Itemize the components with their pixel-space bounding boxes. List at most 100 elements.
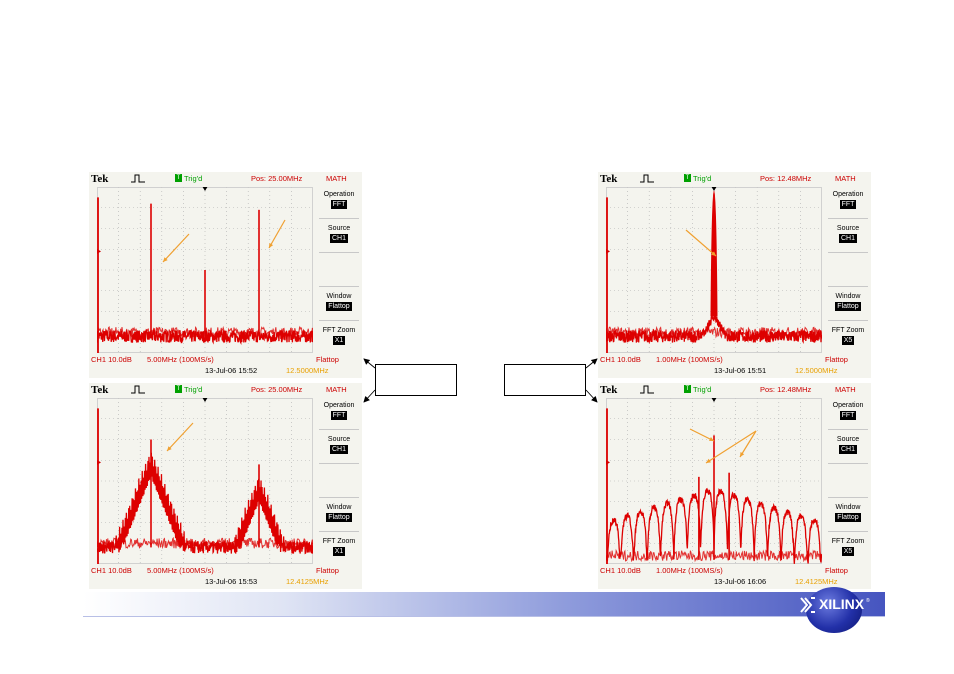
- menu-separator: [828, 320, 868, 321]
- menu-item[interactable]: Operation FFT: [825, 190, 871, 209]
- trigger-marker-icon: [202, 398, 208, 402]
- trigger-marker-icon: [711, 187, 717, 191]
- frequency-readout: 12.5000MHz: [286, 366, 329, 375]
- menu-separator: [828, 218, 868, 219]
- annotation-arrowhead: [740, 452, 745, 457]
- menu-item-value: Flattop: [326, 302, 352, 311]
- menu-separator: [319, 320, 359, 321]
- menu-item[interactable]: Window Flattop: [825, 503, 871, 522]
- scope-screen: Tek T Trig'd Pos: 12.48MHz MATH Operation FFT S…: [598, 383, 871, 589]
- brand-label: Tek: [91, 384, 109, 396]
- side-menu: Operation FFT Source CH1 Window Flattop FFT Zo…: [825, 186, 871, 354]
- menu-item[interactable]: Operation FFT: [825, 401, 871, 420]
- spectrum-plot: [606, 398, 822, 564]
- trigger-status: Trig'd: [184, 174, 203, 183]
- menu-item[interactable]: Source CH1: [825, 224, 871, 243]
- menu-item-label: Operation: [832, 191, 864, 198]
- position-readout: Pos: 12.48MHz: [760, 385, 812, 394]
- spectrum-plot: [606, 187, 822, 353]
- spectrum-trace-persist: [97, 536, 313, 550]
- trigger-icon: T: [175, 385, 182, 393]
- menu-item-value: Flattop: [326, 513, 352, 522]
- menu-item-label: Source: [327, 436, 351, 443]
- position-readout: Pos: 25.00MHz: [251, 385, 303, 394]
- spectrum-plot: [97, 398, 313, 564]
- menu-item[interactable]: FFT Zoom X1: [316, 537, 362, 556]
- mode-label: MATH: [835, 174, 856, 183]
- menu-item[interactable]: Operation FFT: [316, 190, 362, 209]
- menu-separator: [319, 531, 359, 532]
- menu-item[interactable]: Operation FFT: [316, 401, 362, 420]
- menu-item[interactable]: FFT Zoom X5: [825, 537, 871, 556]
- menu-item-label: FFT Zoom: [322, 327, 356, 334]
- menu-separator: [319, 429, 359, 430]
- menu-item-label: FFT Zoom: [831, 327, 865, 334]
- annotation-arrow: [705, 430, 757, 464]
- menu-item-value: Flattop: [835, 302, 861, 311]
- pulse-icon: [640, 385, 654, 394]
- date-stamp: 13-Jul-06 16:06: [714, 577, 767, 586]
- trigger-status: Trig'd: [693, 385, 712, 394]
- menu-item[interactable]: Window Flattop: [316, 292, 362, 311]
- menu-separator: [828, 286, 868, 287]
- menu-item-value: CH1: [838, 234, 857, 243]
- date-stamp: 13-Jul-06 15:51: [714, 366, 767, 375]
- menu-item[interactable]: Window Flattop: [316, 503, 362, 522]
- trigger-icon: T: [684, 385, 691, 393]
- menu-item-value: FFT: [839, 411, 857, 420]
- annotation-arrow: [685, 229, 717, 257]
- menu-item-label: Window: [326, 293, 352, 300]
- scope-screen: Tek T Trig'd Pos: 25.00MHz MATH Operation FFT S…: [89, 172, 362, 378]
- trigger-icon: T: [175, 174, 182, 182]
- spectrum-plot: [97, 187, 313, 353]
- connector-box-left: [375, 364, 457, 396]
- menu-separator: [828, 497, 868, 498]
- connector-box-right: [504, 364, 586, 396]
- trigger-marker-icon: [711, 398, 717, 402]
- annotation-arrowhead: [163, 257, 168, 262]
- trigger-marker-icon: [202, 187, 208, 191]
- menu-item[interactable]: FFT Zoom X5: [825, 326, 871, 345]
- graticule: [97, 398, 313, 564]
- connector-arrow: [585, 389, 598, 403]
- channel-scale: CH1 10.0dB: [91, 355, 132, 364]
- menu-item-label: Operation: [323, 191, 355, 198]
- connector-arrow: [585, 358, 598, 369]
- menu-item-value: FFT: [330, 200, 348, 209]
- brand-label: Tek: [600, 173, 618, 185]
- pulse-icon: [131, 174, 145, 183]
- menu-item[interactable]: Source CH1: [316, 224, 362, 243]
- annotation-arrowhead: [269, 243, 274, 248]
- mode-label: MATH: [326, 385, 347, 394]
- annotation-arrow: [268, 219, 286, 249]
- menu-item-value: Flattop: [835, 513, 861, 522]
- menu-separator: [319, 252, 359, 253]
- menu-item-value: X1: [332, 336, 346, 345]
- menu-item-value: CH1: [329, 234, 348, 243]
- menu-separator: [828, 429, 868, 430]
- menu-item-label: FFT Zoom: [322, 538, 356, 545]
- menu-item-label: Operation: [832, 402, 864, 409]
- xilinx-x-icon: [800, 597, 815, 613]
- trigger-icon: T: [684, 174, 691, 182]
- menu-item[interactable]: Window Flattop: [825, 292, 871, 311]
- scope-screen: Tek T Trig'd Pos: 25.00MHz MATH Operation FFT S…: [89, 383, 362, 589]
- window-label: Flattop: [316, 566, 339, 575]
- menu-item-label: Source: [836, 225, 860, 232]
- menu-item[interactable]: Source CH1: [825, 435, 871, 454]
- position-readout: Pos: 25.00MHz: [251, 174, 303, 183]
- channel-scale: CH1 10.0dB: [600, 566, 641, 575]
- pulse-icon: [640, 174, 654, 183]
- menu-item-label: Window: [835, 504, 861, 511]
- menu-item[interactable]: FFT Zoom X1: [316, 326, 362, 345]
- menu-item[interactable]: Source CH1: [316, 435, 362, 454]
- trigger-status: Trig'd: [184, 385, 203, 394]
- spectrum-trace-persist: [606, 325, 822, 339]
- menu-item-label: Window: [835, 293, 861, 300]
- brand-label: Tek: [600, 384, 618, 396]
- pulse-icon: [131, 385, 145, 394]
- menu-separator: [319, 497, 359, 498]
- menu-item-value: X5: [841, 547, 855, 556]
- footer-line: [83, 616, 885, 617]
- window-label: Flattop: [825, 355, 848, 364]
